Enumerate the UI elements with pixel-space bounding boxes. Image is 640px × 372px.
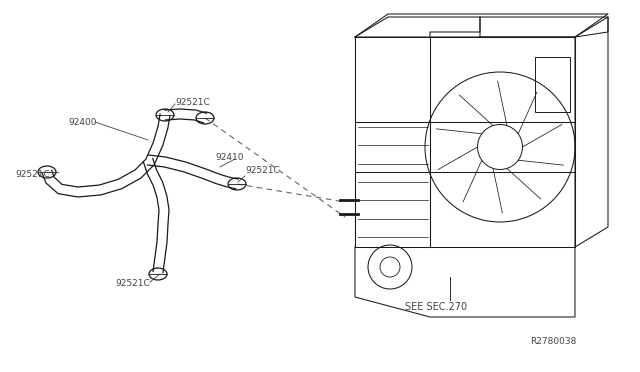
Text: 92400: 92400	[68, 118, 97, 126]
Text: 92410: 92410	[215, 153, 243, 161]
Text: 92521C: 92521C	[245, 166, 280, 174]
Text: 92521C: 92521C	[115, 279, 150, 289]
Polygon shape	[143, 158, 169, 273]
Text: 92521C: 92521C	[15, 170, 50, 179]
Text: SEE SEC.270: SEE SEC.270	[405, 302, 467, 312]
Polygon shape	[164, 109, 207, 123]
Polygon shape	[147, 155, 238, 189]
Polygon shape	[42, 114, 170, 197]
Bar	[535, 57, 570, 112]
Text: R2780038: R2780038	[530, 337, 577, 346]
Text: 92521C: 92521C	[175, 97, 210, 106]
